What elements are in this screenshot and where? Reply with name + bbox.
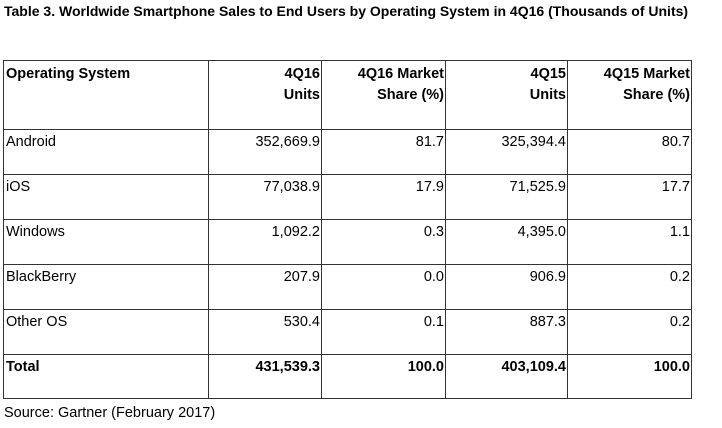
header-line: Units: [283, 87, 320, 103]
units-4q15: 4,395.0: [445, 219, 568, 265]
os-name: iOS: [3, 174, 209, 220]
share-4q16: 0.3: [321, 219, 446, 265]
table-row-ios: iOS 77,038.9 17.9 71,525.9 17.7: [3, 174, 692, 220]
total-units-4q16: 431,539.3: [208, 354, 322, 399]
table-row-windows: Windows 1,092.2 0.3 4,395.0 1.1: [3, 219, 692, 265]
total-share-4q16: 100.0: [321, 354, 446, 399]
header-line: Share (%): [623, 87, 690, 103]
header-4q16-units: 4Q16 Units: [208, 60, 322, 130]
units-4q15: 906.9: [445, 264, 568, 310]
share-4q15: 80.7: [567, 129, 692, 175]
share-4q16: 0.0: [321, 264, 446, 310]
header-4q16-share: 4Q16 Market Share (%): [321, 60, 446, 130]
units-4q16: 207.9: [208, 264, 322, 310]
os-name: Android: [3, 129, 209, 175]
units-4q16: 352,669.9: [208, 129, 322, 175]
header-4q15-units: 4Q15 Units: [445, 60, 568, 130]
os-name: BlackBerry: [3, 264, 209, 310]
share-4q15: 0.2: [567, 309, 692, 355]
share-4q16: 0.1: [321, 309, 446, 355]
header-operating-system: Operating System: [3, 60, 209, 130]
header-line: 4Q16 Market: [357, 66, 444, 82]
os-name: Windows: [3, 219, 209, 265]
share-4q16: 81.7: [321, 129, 446, 175]
total-share-4q15: 100.0: [567, 354, 692, 399]
total-label: Total: [3, 354, 209, 399]
units-4q15: 71,525.9: [445, 174, 568, 220]
total-units-4q15: 403,109.4: [445, 354, 568, 399]
header-line: Operating System: [6, 66, 131, 82]
table-row-other-os: Other OS 530.4 0.1 887.3 0.2: [3, 309, 692, 355]
sales-table: Operating System 4Q16 Units 4Q16 Market …: [3, 60, 692, 399]
header-line: 4Q15 Market: [603, 66, 690, 82]
header-line: 4Q15: [530, 66, 566, 82]
units-4q15: 887.3: [445, 309, 568, 355]
share-4q15: 1.1: [567, 219, 692, 265]
header-4q15-share: 4Q15 Market Share (%): [567, 60, 692, 130]
share-4q15: 0.2: [567, 264, 692, 310]
share-4q15: 17.7: [567, 174, 692, 220]
share-4q16: 17.9: [321, 174, 446, 220]
table-row-blackberry: BlackBerry 207.9 0.0 906.9 0.2: [3, 264, 692, 310]
header-line: Share (%): [377, 87, 444, 103]
table-title: Table 3. Worldwide Smartphone Sales to E…: [4, 3, 689, 19]
units-4q15: 325,394.4: [445, 129, 568, 175]
units-4q16: 530.4: [208, 309, 322, 355]
units-4q16: 77,038.9: [208, 174, 322, 220]
os-name: Other OS: [3, 309, 209, 355]
header-line: 4Q16: [284, 66, 320, 82]
units-4q16: 1,092.2: [208, 219, 322, 265]
table-row-total: Total 431,539.3 100.0 403,109.4 100.0: [3, 354, 692, 399]
source-note: Source: Gartner (February 2017): [4, 405, 216, 421]
header-row: Operating System 4Q16 Units 4Q16 Market …: [3, 60, 692, 130]
header-line: Units: [529, 87, 566, 103]
table-row-android: Android 352,669.9 81.7 325,394.4 80.7: [3, 129, 692, 175]
